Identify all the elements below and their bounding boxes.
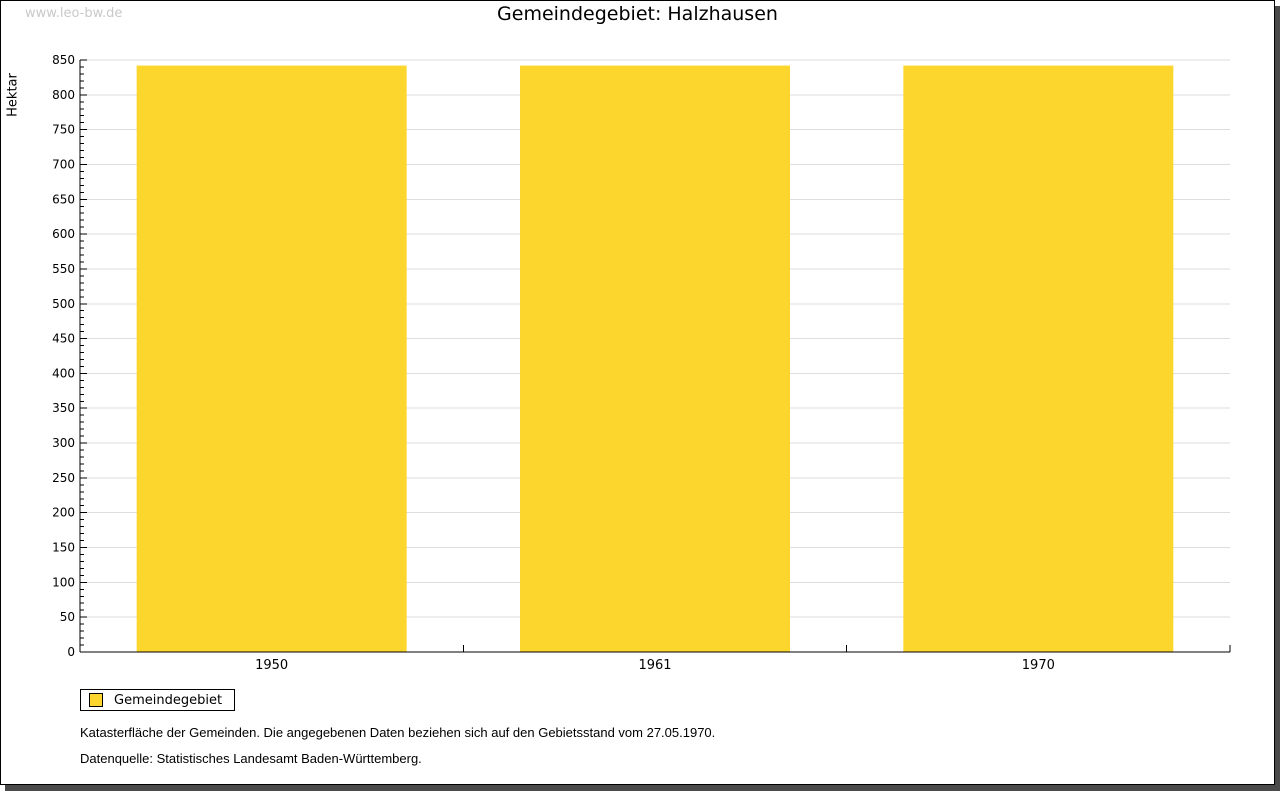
y-tick-label: 400 — [52, 366, 75, 380]
y-tick-label: 500 — [52, 297, 75, 311]
y-tick-label: 800 — [52, 88, 75, 102]
legend-swatch-icon — [89, 693, 103, 707]
y-tick-label: 550 — [52, 262, 75, 276]
bar-1961 — [520, 65, 790, 652]
y-tick-label: 0 — [67, 645, 75, 659]
y-tick-label: 50 — [60, 610, 75, 624]
y-tick-label: 100 — [52, 575, 75, 589]
y-tick-label: 700 — [52, 157, 75, 171]
x-tick-label: 1961 — [638, 658, 671, 673]
y-tick-label: 200 — [52, 506, 75, 520]
y-tick-label: 850 — [52, 53, 75, 67]
legend-label: Gemeindegebiet — [114, 692, 223, 708]
x-tick-label: 1970 — [1022, 658, 1055, 673]
y-tick-label: 300 — [52, 436, 75, 450]
bar-chart: 0 50 100 150 200 250 300 350 400 450 500 550 600 650 7… — [52, 53, 1231, 673]
datasource-note: Datenquelle: Statistisches Landesamt Bad… — [80, 751, 422, 766]
bar-1950 — [136, 65, 407, 652]
legend-box: Gemeindegebiet — [80, 689, 236, 711]
y-tick-label: 600 — [52, 227, 75, 241]
y-tick-label: 650 — [52, 192, 75, 206]
watermark: www.leo-bw.de — [25, 6, 123, 21]
y-tick-label: 450 — [52, 332, 75, 346]
y-tick-label: 350 — [52, 401, 75, 415]
y-tick-label: 250 — [52, 471, 75, 485]
y-tick-label: 750 — [52, 123, 75, 137]
footnote: Katasterfläche der Gemeinden. Die angege… — [80, 725, 716, 740]
page-title: Gemeindegebiet: Halzhausen — [497, 3, 778, 25]
y-tick-label: 150 — [52, 541, 75, 555]
x-tick-label: 1950 — [255, 658, 288, 673]
bar-1970 — [903, 65, 1174, 652]
